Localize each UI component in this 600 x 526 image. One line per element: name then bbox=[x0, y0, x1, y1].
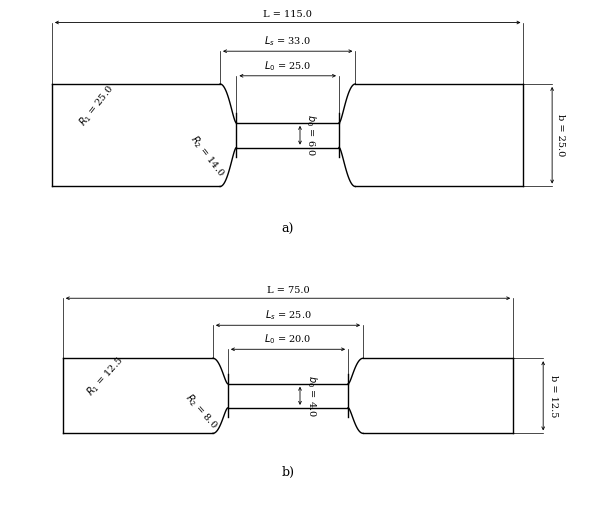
Text: L = 75.0: L = 75.0 bbox=[266, 286, 310, 295]
Text: $L_0$ = 25.0: $L_0$ = 25.0 bbox=[264, 59, 311, 73]
Text: b = 12.5: b = 12.5 bbox=[549, 375, 558, 417]
Text: a): a) bbox=[281, 224, 294, 236]
Text: $b_0$ = 4.0: $b_0$ = 4.0 bbox=[305, 375, 319, 417]
Text: $L_s$ = 25.0: $L_s$ = 25.0 bbox=[265, 308, 311, 322]
Text: $R_2$ = 8.0: $R_2$ = 8.0 bbox=[182, 390, 220, 431]
Text: $L_0$ = 20.0: $L_0$ = 20.0 bbox=[264, 332, 312, 346]
Text: $R_1$ = 12.5: $R_1$ = 12.5 bbox=[83, 353, 126, 399]
Text: b = 25.0: b = 25.0 bbox=[556, 114, 565, 156]
Text: $R_1$ = 25.0: $R_1$ = 25.0 bbox=[77, 82, 118, 129]
Text: $b_0$ = 6.0: $b_0$ = 6.0 bbox=[304, 114, 318, 156]
Text: L = 115.0: L = 115.0 bbox=[263, 10, 312, 19]
Text: b): b) bbox=[281, 467, 295, 479]
Text: $R_2$ = 14.0: $R_2$ = 14.0 bbox=[187, 132, 228, 179]
Text: $L_s$ = 33.0: $L_s$ = 33.0 bbox=[265, 34, 311, 48]
